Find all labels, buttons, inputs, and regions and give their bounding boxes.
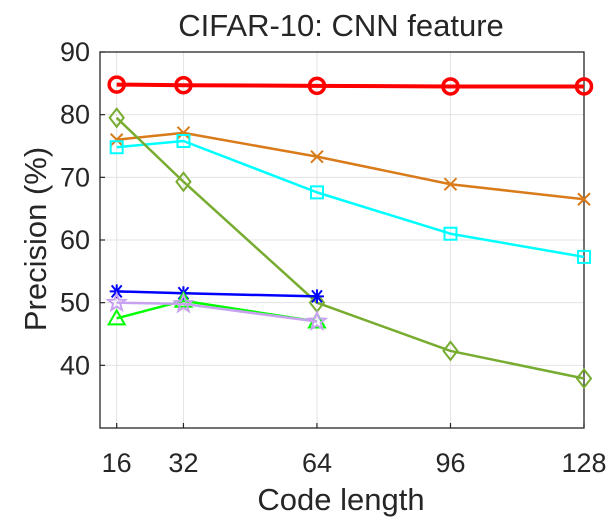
x-marker (577, 192, 591, 206)
y-axis-label: Precision (%) (18, 147, 53, 331)
diamond-marker (442, 340, 459, 362)
chart-title: CIFAR-10: CNN feature (178, 8, 504, 43)
square-marker (176, 133, 191, 148)
square-marker (577, 249, 591, 264)
x-tick-label: 128 (561, 448, 606, 478)
circle-marker (441, 77, 460, 96)
x-tick-label: 32 (168, 448, 198, 478)
y-tick-label: 90 (60, 37, 90, 67)
grid (100, 51, 585, 428)
x-marker (176, 126, 191, 140)
series-layer (105, 75, 594, 390)
ticks: 16 32 64 96 128 40 50 60 70 80 90 (60, 37, 607, 478)
y-tick-label: 40 (60, 350, 90, 380)
circle-marker (174, 75, 193, 95)
series-line (116, 82, 584, 89)
square-marker (443, 226, 458, 241)
series-diamond (108, 107, 593, 390)
asterisk-marker (309, 289, 324, 304)
series-circle (107, 75, 594, 96)
x-tick-label: 16 (102, 448, 132, 478)
series-asterisk (109, 284, 324, 304)
diamond-marker (108, 107, 125, 129)
circle-marker (107, 75, 126, 94)
star-marker (172, 292, 195, 314)
series-star (105, 290, 329, 331)
series-line (116, 290, 317, 298)
series-square (109, 133, 591, 264)
circle-marker (574, 77, 594, 96)
diamond-marker (175, 171, 192, 193)
y-tick-label: 60 (60, 225, 90, 255)
x-axis-label: Code length (257, 482, 424, 517)
x-marker (109, 133, 124, 147)
series-line (116, 139, 585, 259)
star-marker (105, 290, 128, 313)
series-line (116, 301, 318, 323)
x-marker (310, 149, 324, 164)
y-tick-label: 80 (60, 100, 90, 130)
x-tick-label: 96 (435, 448, 465, 478)
x-marker (443, 177, 458, 191)
square-marker (109, 140, 124, 155)
series-triangle (106, 290, 327, 329)
triangle-marker (106, 308, 127, 326)
y-tick-label: 50 (60, 288, 90, 318)
circle-marker (307, 76, 327, 96)
star-marker (305, 309, 329, 331)
series-x (109, 126, 591, 206)
y-tick-label: 70 (60, 162, 90, 192)
square-marker (309, 185, 324, 200)
x-tick-label: 64 (302, 448, 332, 478)
series-line (115, 116, 585, 380)
diamond-marker (575, 367, 593, 390)
